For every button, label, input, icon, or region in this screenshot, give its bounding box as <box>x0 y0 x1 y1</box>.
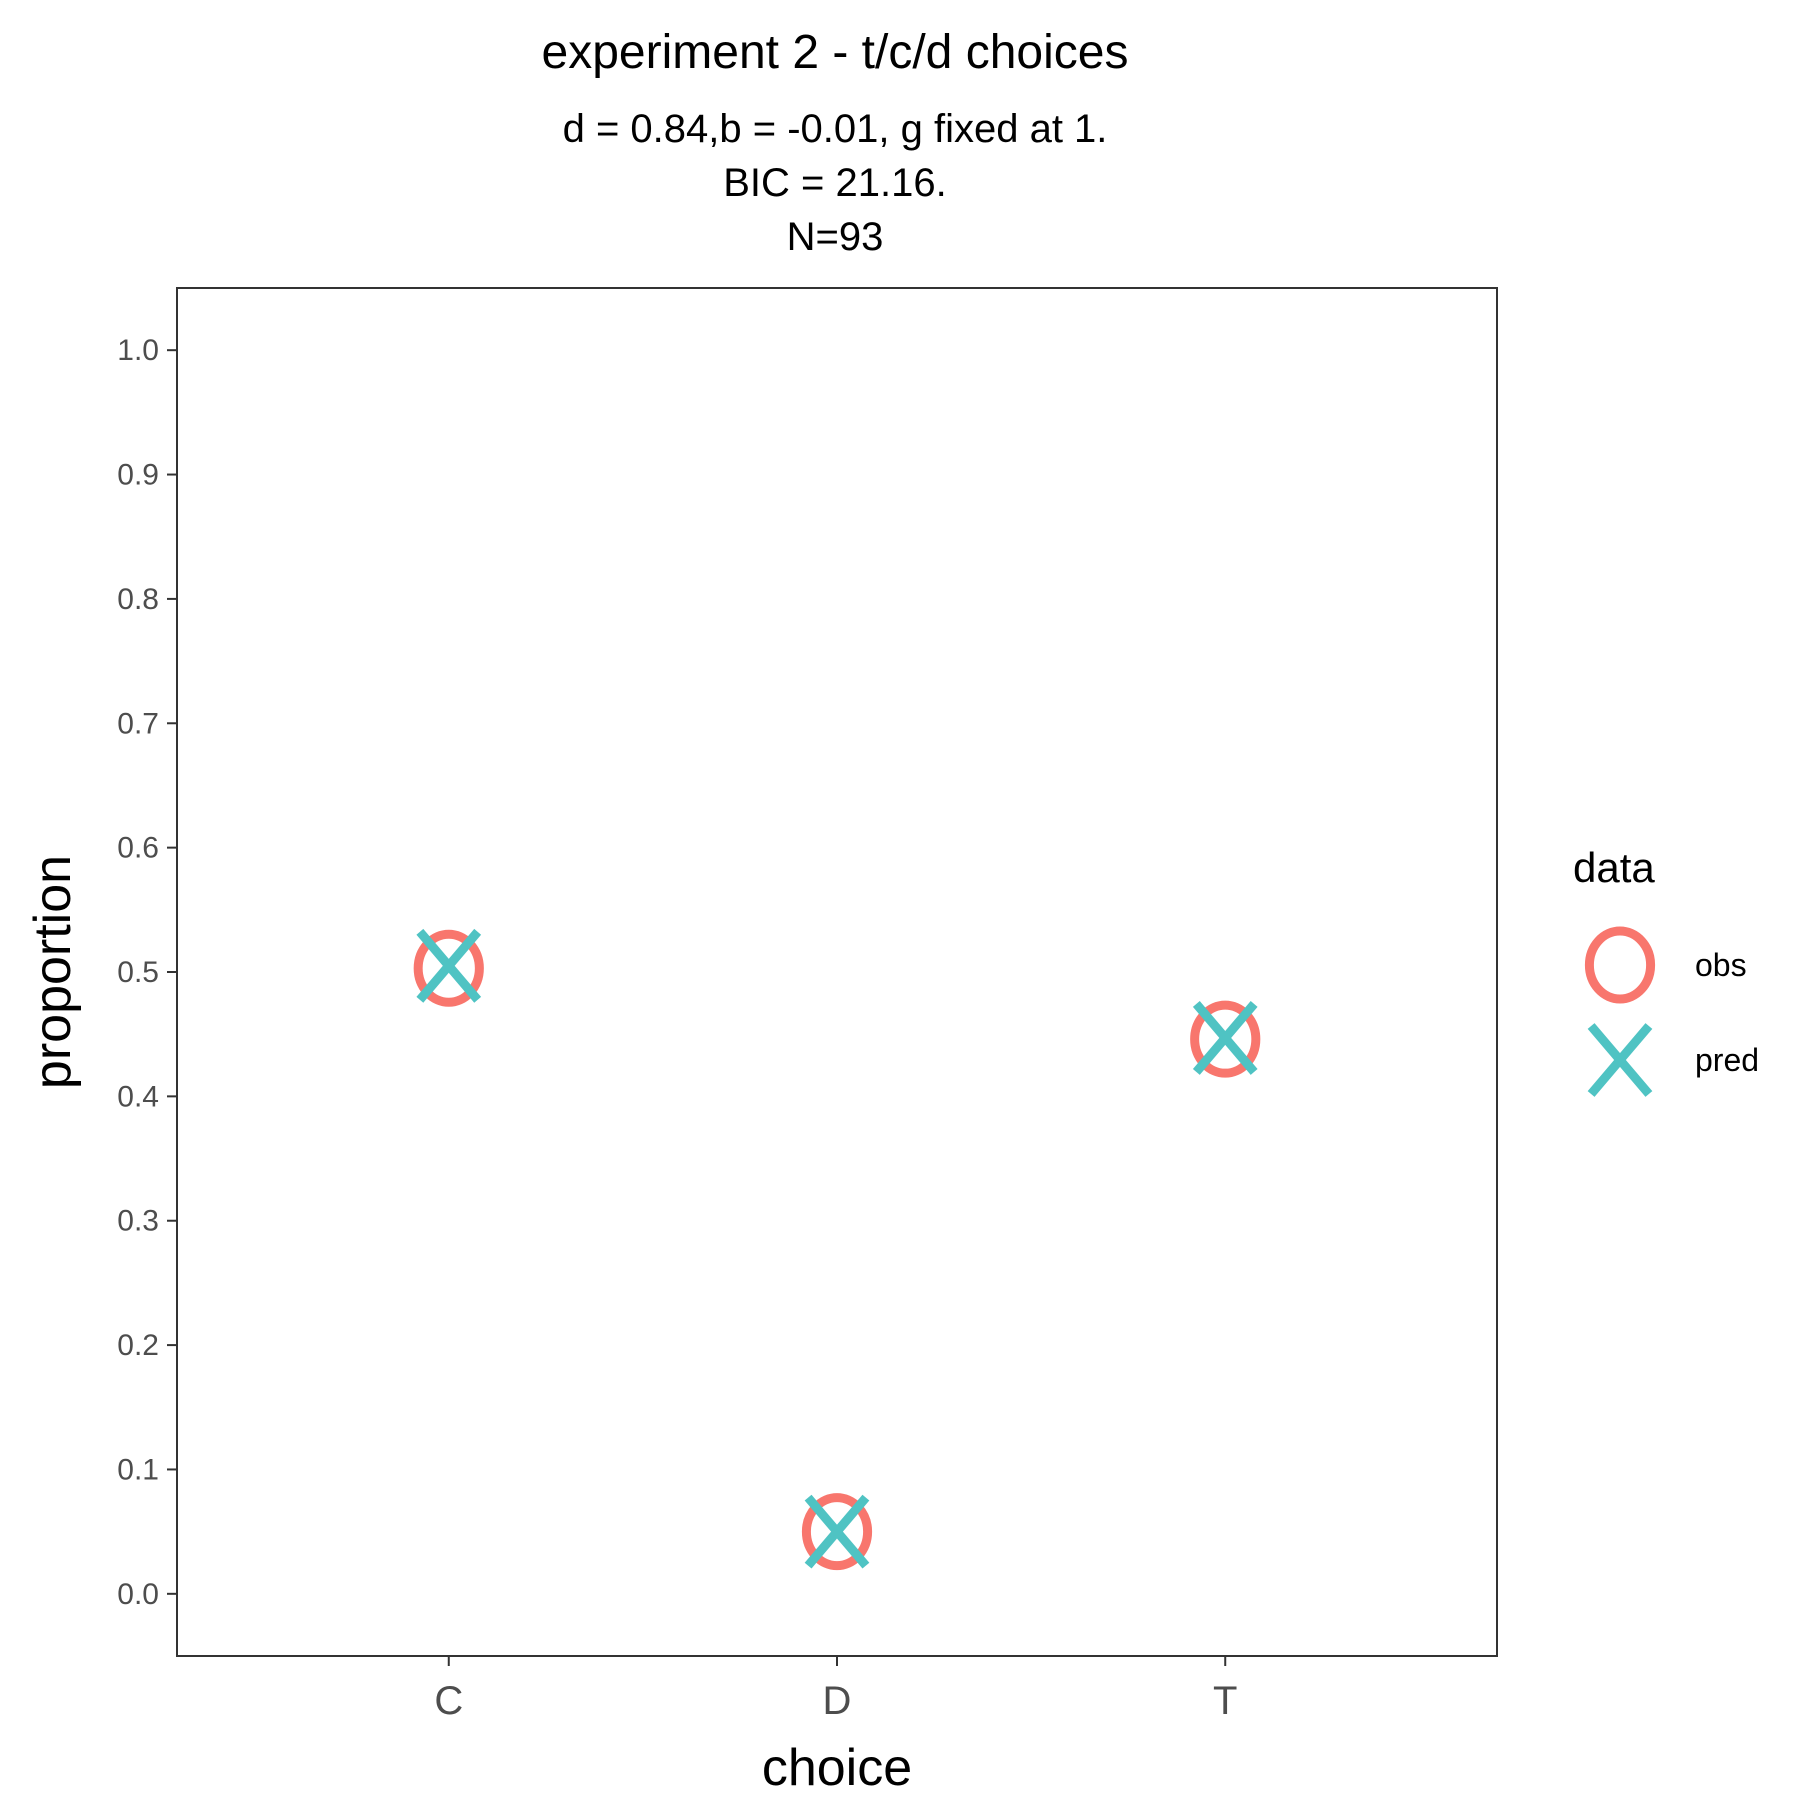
point-pred-C <box>416 928 482 1003</box>
point-obs-T <box>1190 1000 1261 1078</box>
point-pred-C-stroke <box>416 928 482 1003</box>
point-obs-D <box>801 1493 873 1571</box>
y-tick-label: 0.5 <box>117 956 159 989</box>
point-pred-D <box>804 1494 870 1569</box>
chart-subtitle-line-1: d = 0.84,b = -0.01, g fixed at 1. <box>563 107 1108 151</box>
y-tick-label: 0.8 <box>117 583 159 616</box>
chart-title: experiment 2 - t/c/d choices <box>542 26 1129 79</box>
y-axis-title: proportion <box>24 855 82 1089</box>
legend-key-pred <box>1587 1023 1653 1097</box>
y-axis: 0.0 0.1 0.2 0.3 0.4 0.5 0.6 0.7 0.8 0.9 1.0 <box>117 334 177 1611</box>
y-tick-label: 1.0 <box>117 334 159 367</box>
chart-subtitle-line-2: BIC = 21.16. <box>723 161 946 205</box>
plot-panel <box>176 287 1498 1657</box>
point-pred-T-stroke <box>1192 1000 1258 1075</box>
x-tick-label: T <box>1213 1679 1237 1723</box>
legend-title: data <box>1573 844 1655 891</box>
point-obs-C <box>413 929 484 1007</box>
point-pred-D-stroke <box>804 1494 870 1569</box>
legend-key-obs <box>1584 926 1656 1004</box>
y-tick-label: 0.2 <box>117 1329 159 1362</box>
legend-label-obs: obs <box>1695 947 1747 983</box>
y-tick-label: 0.4 <box>117 1080 159 1113</box>
legend-label-pred: pred <box>1695 1042 1759 1078</box>
point-pred-T <box>1192 1000 1258 1075</box>
y-tick-label: 0.3 <box>117 1205 159 1238</box>
x-tick-label: C <box>434 1679 463 1723</box>
chart-subtitle-line-3: N=93 <box>787 215 884 259</box>
y-tick-label: 0.6 <box>117 832 159 865</box>
y-tick-label: 0.7 <box>117 707 159 740</box>
data-points <box>413 928 1261 1571</box>
legend-key-pred-stroke <box>1587 1023 1653 1097</box>
legend: data obs pred <box>1573 844 1759 1097</box>
y-tick-label: 0.0 <box>117 1578 159 1611</box>
y-tick-label: 0.9 <box>117 459 159 492</box>
x-axis-title: choice <box>762 1739 912 1797</box>
x-tick-label: D <box>823 1679 852 1723</box>
y-tick-label: 0.1 <box>117 1453 159 1486</box>
